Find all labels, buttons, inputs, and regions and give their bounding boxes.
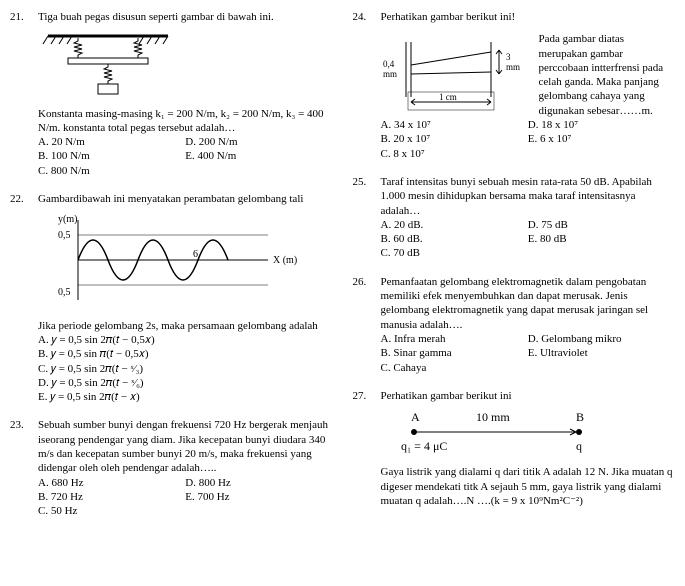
question-25: 25. Taraf intensitas bunyi sebuah mesin … (353, 175, 676, 261)
qbody: Sebuah sumber bunyi dengan frekuensi 720… (38, 418, 333, 518)
qbody: Pemanfaatan gelombang elektromagnetik da… (381, 275, 676, 375)
opt-c: C. 𝑦 = 0,5 sin 2𝜋(𝑡 − ˣ⁄₃) (38, 362, 333, 376)
opt-e: E. 6 x 10⁷ (528, 132, 675, 146)
qbody: Tiga buah pegas disusun seperti gambar d… (38, 10, 333, 178)
question-26: 26. Pemanfaatan gelombang elektromagneti… (353, 275, 676, 375)
opt-b: B. 100 N/m (38, 149, 185, 163)
qbody: Perhatikan gambar berikut ini! 0,4 mm (381, 10, 676, 161)
q27-figure: A 10 mm B q₁ = 4 μC q (381, 407, 676, 461)
q22-options: A. 𝑦 = 0,5 sin 2𝜋(𝑡 − 0,5𝑥) B. 𝑦 = 0,5 s… (38, 333, 333, 404)
xlabel-text: X (m) (273, 255, 297, 266)
question-23: 23. Sebuah sumber bunyi dengan frekuensi… (10, 418, 333, 518)
svg-text:mm: mm (506, 62, 520, 72)
q21-text2: Konstanta masing-masing k₁ = 200 N/m, k₂… (38, 107, 333, 136)
opt-d: D. 𝑦 = 0,5 sin 2𝜋(𝑡 − ˣ⁄₆) (38, 376, 333, 390)
qnum: 24. (353, 10, 381, 161)
opt-c: C. Cahaya (381, 361, 528, 375)
opt-c: C. 800 N/m (38, 164, 185, 178)
svg-text:0,4: 0,4 (383, 59, 395, 69)
q23-options: A. 680 Hz D. 800 Hz B. 720 Hz E. 700 Hz … (38, 476, 333, 519)
q21-options: A. 20 N/m D. 200 N/m B. 100 N/m E. 400 N… (38, 135, 333, 178)
question-21: 21. Tiga buah pegas disusun seperti gamb… (10, 10, 333, 178)
opt-d: D. 800 Hz (185, 476, 332, 490)
qnum: 27. (353, 389, 381, 508)
q25-text: Taraf intensitas bunyi sebuah mesin rata… (381, 175, 676, 218)
opt-a: A. 𝑦 = 0,5 sin 2𝜋(𝑡 − 0,5𝑥) (38, 333, 333, 347)
q24-options: A. 34 x 10⁷ D. 18 x 10⁷ B. 20 x 10⁷ E. 6… (381, 118, 676, 161)
qnum: 21. (10, 10, 38, 178)
opt-b: B. 60 dB. (381, 232, 528, 246)
qbody: Perhatikan gambar berikut ini A 10 mm B … (381, 389, 676, 508)
qbody: Gambardibawah ini menyatakan perambatan … (38, 192, 333, 404)
question-24: 24. Perhatikan gambar berikut ini! 0,4 m… (353, 10, 676, 161)
opt-e: E. 80 dB (528, 232, 675, 246)
opt-b: B. 20 x 10⁷ (381, 132, 528, 146)
opt-a: A. 20 N/m (38, 135, 185, 149)
q24-sidetext: Pada gambar diatas merupakan gambar perc… (539, 32, 676, 118)
opt-a: A. 680 Hz (38, 476, 185, 490)
svg-text:1 cm: 1 cm (439, 92, 457, 102)
opt-c: C. 70 dB (381, 246, 528, 260)
q22-text2: Jika periode gelombang 2s, maka persamaa… (38, 319, 333, 333)
label-dist: 10 mm (476, 410, 510, 424)
opt-e: E. Ultraviolet (528, 346, 675, 360)
yval-text: 0,5 (58, 230, 71, 241)
ylabel-text: y(m) (58, 214, 77, 225)
qbody: Taraf intensitas bunyi sebuah mesin rata… (381, 175, 676, 261)
svg-text:3: 3 (506, 52, 511, 62)
label-q2: q (576, 439, 582, 453)
label-q1: q₁ = 4 μC (401, 439, 447, 453)
question-27: 27. Perhatikan gambar berikut ini A 10 m… (353, 389, 676, 508)
opt-c: C. 50 Hz (38, 504, 185, 518)
q22-figure: y(m) 0,5 0,5 X (m) 6 (38, 210, 333, 314)
right-column: 24. Perhatikan gambar berikut ini! 0,4 m… (353, 10, 676, 533)
q26-text: Pemanfaatan gelombang elektromagnetik da… (381, 275, 676, 332)
question-22: 22. Gambardibawah ini menyatakan peramba… (10, 192, 333, 404)
opt-e: E. 400 N/m (185, 149, 332, 163)
opt-e: E. 𝑦 = 0,5 sin 2𝜋(𝑡 − 𝑥) (38, 390, 333, 404)
opt-d: D. 18 x 10⁷ (528, 118, 675, 132)
q21-text: Tiga buah pegas disusun seperti gambar d… (38, 10, 333, 24)
label-b: B (576, 410, 584, 424)
opt-a: A. 20 dB. (381, 218, 528, 232)
qnum: 23. (10, 418, 38, 518)
xtick-text: 6 (193, 249, 198, 260)
opt-d: D. 75 dB (528, 218, 675, 232)
opt-a: A. 34 x 10⁷ (381, 118, 528, 132)
left-column: 21. Tiga buah pegas disusun seperti gamb… (10, 10, 333, 533)
opt-b: B. Sinar gamma (381, 346, 528, 360)
qnum: 25. (353, 175, 381, 261)
qnum: 22. (10, 192, 38, 404)
q26-options: A. Infra merah D. Gelombang mikro B. Sin… (381, 332, 676, 375)
q27-text: Perhatikan gambar berikut ini (381, 389, 676, 403)
opt-c: C. 8 x 10⁷ (381, 147, 528, 161)
q25-options: A. 20 dB. D. 75 dB B. 60 dB. E. 80 dB C.… (381, 218, 676, 261)
q27-text2: Gaya listrik yang dialami q dari titik A… (381, 465, 676, 508)
opt-a: A. Infra merah (381, 332, 528, 346)
q22-text: Gambardibawah ini menyatakan perambatan … (38, 192, 333, 206)
opt-e: E. 700 Hz (185, 490, 332, 504)
svg-text:mm: mm (383, 69, 397, 79)
q23-text: Sebuah sumber bunyi dengan frekuensi 720… (38, 418, 333, 475)
opt-b: B. 𝑦 = 0,5 sin 𝜋(𝑡 − 0,5𝑥) (38, 347, 333, 361)
ynval-text: 0,5 (58, 287, 71, 298)
qnum: 26. (353, 275, 381, 375)
q24-row: 0,4 mm 3 mm 1 cm (381, 32, 676, 118)
label-a: A (411, 410, 420, 424)
opt-d: D. 200 N/m (185, 135, 332, 149)
opt-d: D. Gelombang mikro (528, 332, 675, 346)
q24-text: Perhatikan gambar berikut ini! (381, 10, 676, 24)
opt-b: B. 720 Hz (38, 490, 185, 504)
q24-figure: 0,4 mm 3 mm 1 cm (381, 32, 531, 116)
q21-figure (38, 28, 333, 102)
